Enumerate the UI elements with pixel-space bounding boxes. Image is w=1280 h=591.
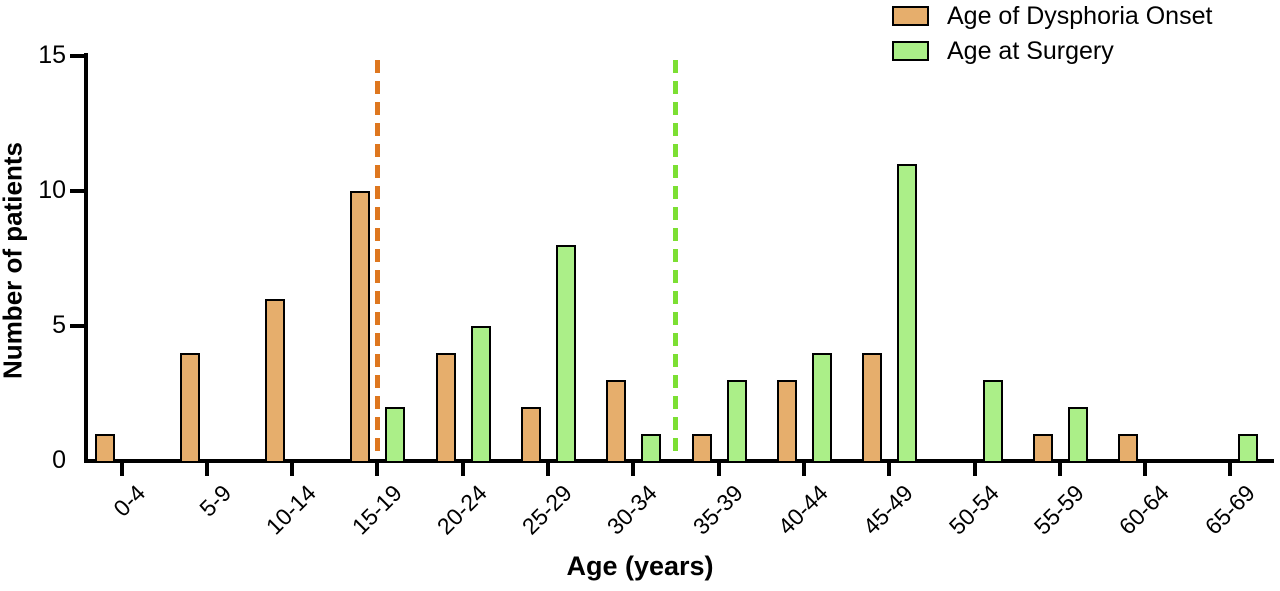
legend-item-onset: Age of Dysphoria Onset (892, 1, 1213, 30)
y-tick-10 (70, 189, 84, 193)
bar-age-at-surgery-40-44 (811, 353, 832, 463)
x-tick-35-39 (716, 463, 721, 476)
x-tick-label-65-69: 65-69 (1199, 479, 1260, 540)
x-tick-label-15-19: 15-19 (346, 479, 407, 540)
bar-age-of-dysphoria-onset-5-9 (179, 353, 200, 463)
y-tick-label-10: 10 (38, 176, 66, 204)
y-axis-title: Number of patients (0, 142, 28, 379)
x-tick-label-10-14: 10-14 (261, 479, 322, 540)
bar-age-of-dysphoria-onset-20-24 (435, 353, 456, 463)
x-tick-label-25-29: 25-29 (516, 479, 577, 540)
x-tick-25-29 (546, 463, 550, 476)
x-tick-5-9 (204, 463, 209, 476)
bar-age-of-dysphoria-onset-25-29 (521, 407, 541, 463)
bar-age-at-surgery-50-54 (982, 380, 1003, 463)
x-tick-10-14 (290, 463, 295, 476)
legend: Age of Dysphoria Onset Age at Surgery (892, 1, 1213, 75)
x-axis-line (84, 459, 1274, 463)
x-tick-55-59 (1057, 463, 1062, 476)
y-tick-15 (70, 54, 84, 58)
bar-age-at-surgery-35-39 (726, 380, 747, 463)
bar-age-of-dysphoria-onset-30-34 (606, 380, 627, 463)
x-tick-0-4 (119, 463, 124, 476)
y-tick-label-15: 15 (38, 41, 66, 69)
bar-age-at-surgery-65-69 (1238, 434, 1259, 463)
legend-swatch-onset (892, 6, 929, 26)
bar-age-at-surgery-30-34 (641, 434, 662, 463)
bar-age-of-dysphoria-onset-35-39 (691, 434, 712, 463)
x-tick-40-44 (801, 463, 806, 476)
bar-age-at-surgery-25-29 (556, 245, 576, 463)
bar-age-at-surgery-45-49 (897, 164, 918, 463)
x-axis-title: Age (years) (566, 551, 714, 581)
x-tick-label-45-49: 45-49 (858, 479, 919, 540)
x-tick-20-24 (460, 463, 465, 476)
bar-age-at-surgery-20-24 (470, 326, 491, 463)
bar-age-at-surgery-55-59 (1067, 407, 1088, 463)
bar-age-of-dysphoria-onset-0-4 (94, 434, 115, 463)
x-tick-15-19 (375, 463, 380, 476)
reference-line-onset-median (374, 60, 380, 459)
bar-age-of-dysphoria-onset-10-14 (265, 299, 286, 463)
y-tick-5 (70, 324, 84, 328)
x-tick-label-40-44: 40-44 (772, 479, 833, 540)
x-tick-label-20-24: 20-24 (431, 479, 492, 540)
x-tick-label-60-64: 60-64 (1114, 479, 1175, 540)
bar-age-of-dysphoria-onset-60-64 (1118, 434, 1139, 463)
bar-age-of-dysphoria-onset-15-19 (350, 191, 371, 463)
bar-age-of-dysphoria-onset-40-44 (776, 380, 797, 463)
bar-age-of-dysphoria-onset-55-59 (1032, 434, 1053, 463)
x-tick-65-69 (1228, 463, 1233, 476)
x-tick-label-5-9: 5-9 (193, 479, 236, 522)
reference-line-surgery-median (673, 60, 679, 459)
x-tick-label-30-34: 30-34 (602, 479, 663, 540)
x-tick-label-55-59: 55-59 (1028, 479, 1089, 540)
x-tick-label-0-4: 0-4 (108, 479, 151, 522)
legend-item-surgery: Age at Surgery (892, 36, 1212, 65)
x-tick-50-54 (972, 463, 977, 476)
x-tick-45-49 (887, 463, 892, 476)
x-tick-label-50-54: 50-54 (943, 479, 1004, 540)
x-tick-60-64 (1143, 463, 1148, 476)
legend-label-onset: Age of Dysphoria Onset (947, 1, 1213, 30)
bar-age-at-surgery-15-19 (385, 407, 406, 463)
bar-age-of-dysphoria-onset-45-49 (862, 353, 883, 463)
y-axis-line (84, 53, 88, 463)
y-tick-label-5: 5 (52, 311, 66, 339)
x-tick-30-34 (631, 463, 636, 476)
legend-label-surgery: Age at Surgery (947, 36, 1114, 65)
y-tick-label-0: 0 (52, 446, 66, 474)
x-tick-label-35-39: 35-39 (687, 479, 748, 540)
legend-swatch-surgery (892, 41, 929, 61)
